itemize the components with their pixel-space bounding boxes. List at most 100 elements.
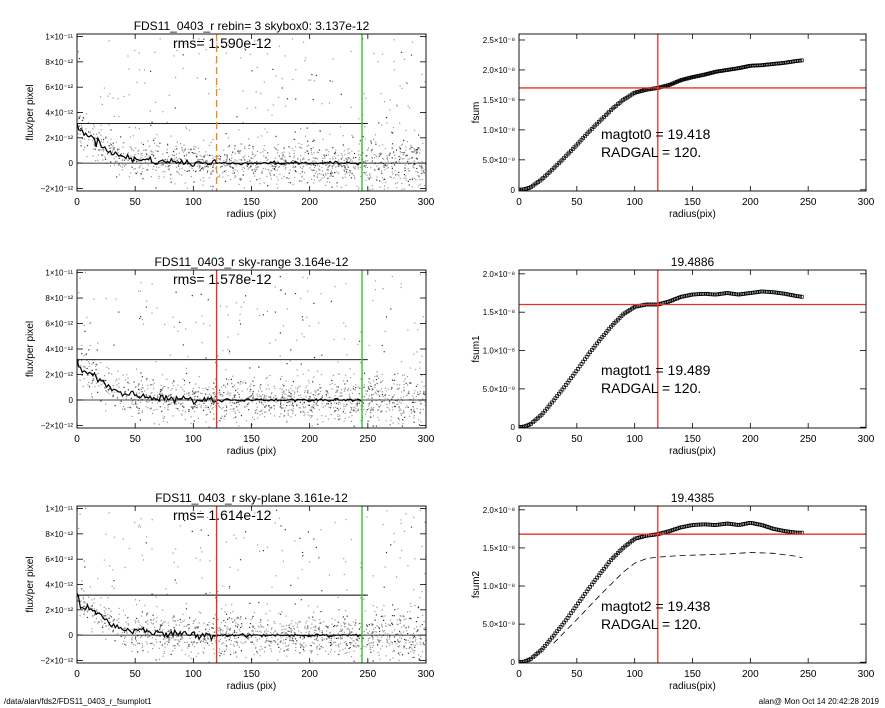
scatter-point — [329, 181, 331, 183]
scatter-point — [335, 409, 337, 411]
scatter-point — [237, 617, 239, 619]
scatter-point — [219, 158, 221, 160]
scatter-point — [299, 401, 301, 403]
scatter-point — [198, 53, 200, 55]
scatter-point — [280, 632, 282, 634]
scatter-point — [141, 171, 143, 173]
scatter-point — [293, 628, 296, 630]
scatter-point — [327, 169, 329, 171]
scatter-point — [131, 650, 133, 653]
scatter-point — [191, 634, 193, 636]
scatter-point — [301, 171, 303, 173]
scatter-point — [293, 627, 295, 629]
scatter-point — [271, 114, 273, 116]
scatter-point — [288, 396, 290, 398]
scatter-point — [233, 172, 235, 174]
scatter-point — [177, 566, 179, 568]
scatter-point — [112, 631, 114, 633]
scatter-point — [207, 624, 209, 626]
scatter-point — [124, 164, 126, 166]
scatter-point — [263, 148, 265, 150]
scatter-point — [313, 179, 315, 181]
scatter-point — [273, 640, 275, 642]
scatter-point — [205, 357, 207, 359]
scatter-point — [371, 184, 373, 187]
scatter-point — [370, 651, 372, 653]
scatter-point — [130, 149, 133, 151]
scatter-point — [384, 330, 386, 332]
scatter-point — [278, 155, 280, 157]
scatter-point — [102, 141, 104, 143]
scatter-point — [91, 599, 93, 601]
scatter-point — [306, 164, 308, 166]
x-tick-label: 150 — [684, 434, 701, 445]
scatter-point — [179, 630, 182, 632]
scatter-point — [344, 388, 346, 390]
scatter-point — [259, 621, 261, 623]
scatter-point — [222, 632, 224, 634]
scatter-point — [404, 378, 406, 380]
scatter-point — [403, 619, 405, 621]
scatter-point — [308, 561, 310, 563]
scatter-point — [370, 407, 373, 409]
scatter-point — [385, 646, 387, 648]
scatter-point — [380, 411, 382, 413]
scatter-point — [403, 390, 405, 392]
scatter-point — [415, 401, 417, 403]
scatter-point — [270, 650, 272, 652]
scatter-point — [110, 129, 112, 131]
scatter-point — [255, 43, 257, 45]
scatter-point — [367, 632, 369, 634]
scatter-point — [114, 161, 117, 163]
scatter-point — [321, 170, 323, 172]
scatter-point — [256, 150, 258, 152]
scatter-point — [398, 419, 400, 421]
scatter-point — [286, 163, 288, 165]
scatter-point — [280, 413, 282, 415]
scatter-point — [120, 153, 122, 155]
scatter-point — [360, 378, 362, 380]
scatter-point — [303, 650, 305, 652]
scatter-point — [363, 631, 365, 633]
scatter-point — [338, 646, 340, 648]
scatter-point — [118, 164, 120, 166]
scatter-point — [246, 637, 248, 639]
scatter-point — [405, 627, 407, 629]
scatter-point — [378, 155, 380, 157]
scatter-point — [283, 175, 285, 178]
scatter-point — [191, 644, 194, 646]
scatter-point — [372, 409, 374, 411]
scatter-point — [195, 146, 197, 148]
scatter-point — [374, 169, 376, 171]
scatter-point — [203, 139, 205, 141]
scatter-point — [134, 172, 136, 174]
scatter-point — [328, 165, 330, 167]
scatter-point — [223, 384, 225, 386]
scatter-point — [267, 636, 269, 638]
scatter-point — [225, 648, 227, 650]
scatter-point — [234, 148, 236, 150]
scatter-point — [381, 172, 383, 174]
scatter-point — [389, 636, 391, 638]
scatter-point — [288, 172, 290, 174]
scatter-point — [350, 50, 352, 53]
scatter-point — [279, 635, 281, 637]
scatter-point — [225, 386, 227, 388]
scatter-point — [197, 417, 199, 419]
scatter-point — [163, 652, 165, 655]
scatter-point — [132, 135, 134, 137]
scatter-point — [343, 573, 345, 576]
scatter-point — [103, 150, 105, 152]
scatter-point — [315, 392, 317, 394]
scatter-point — [252, 395, 254, 397]
scatter-point — [325, 174, 327, 176]
scatter-point — [354, 168, 356, 170]
scatter-point — [412, 401, 414, 403]
scatter-point — [270, 163, 272, 166]
scatter-point — [199, 166, 201, 168]
scatter-point — [276, 164, 278, 166]
scatter-point — [189, 129, 191, 132]
scatter-point — [300, 396, 302, 399]
scatter-point — [133, 159, 136, 161]
scatter-point — [302, 157, 304, 159]
